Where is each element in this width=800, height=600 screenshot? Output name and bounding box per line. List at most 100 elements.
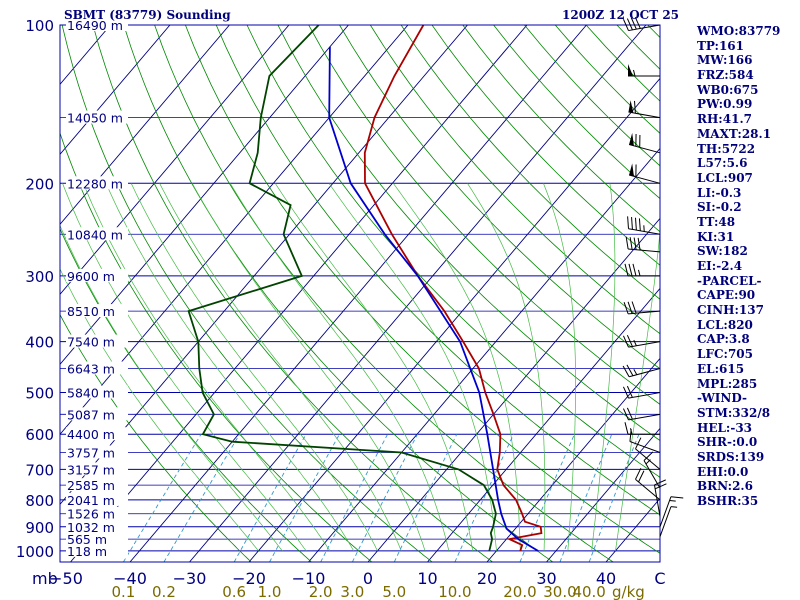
index-value: MAXT:28.1 xyxy=(697,126,772,141)
wind-barb xyxy=(659,496,684,527)
moist-adiabat xyxy=(130,183,378,552)
height-label-bg xyxy=(66,385,128,399)
isotherm--10 xyxy=(308,147,660,562)
moist-adiabat xyxy=(328,183,497,551)
wind-barb xyxy=(622,16,661,32)
height-label: 1032 m xyxy=(67,520,115,535)
wind-barb xyxy=(623,301,661,315)
wind-barb xyxy=(628,100,661,119)
height-label-bg xyxy=(66,334,128,348)
mixing-ratio-line xyxy=(393,433,458,562)
pressure-label: 400 xyxy=(25,334,54,352)
temperature-label: 30 xyxy=(536,569,556,588)
mixing-ratio-line xyxy=(588,434,640,562)
height-label-bg xyxy=(66,227,128,241)
temperature-label: −40 xyxy=(113,569,147,588)
mixing-ratio-line xyxy=(351,433,418,562)
height-label: 118 m xyxy=(67,544,107,559)
plot-border xyxy=(59,24,661,563)
index-value: SHR-:0.0 xyxy=(697,435,758,450)
isotherm--40 xyxy=(129,25,587,562)
wind-barb xyxy=(622,407,661,421)
mixing-ratio-label: 3.0 xyxy=(340,583,364,600)
mixing-ratio-unit: g/kg xyxy=(612,583,645,600)
wind-barb xyxy=(624,422,660,435)
height-label-bg xyxy=(66,445,128,459)
height-label: 10840 m xyxy=(67,227,123,242)
isotherm--100 xyxy=(60,25,230,226)
isotherm--50 xyxy=(70,25,528,562)
mixing-ratio-label: 30.0 xyxy=(543,583,576,600)
height-label: 565 m xyxy=(67,532,107,547)
index-value: EL:615 xyxy=(697,361,745,376)
temperature-label: −10 xyxy=(292,569,326,588)
height-label-bg xyxy=(66,176,128,190)
moist-adiabat xyxy=(159,183,402,552)
index-value: STM:332/8 xyxy=(697,405,771,420)
height-label: 5087 m xyxy=(67,407,115,422)
height-label-bg xyxy=(66,543,128,557)
height-label: 16490 m xyxy=(67,18,123,33)
index-value: LFC:705 xyxy=(697,347,753,362)
moist-adiabat xyxy=(191,183,426,552)
wind-barb xyxy=(625,236,661,253)
wind-barb xyxy=(622,364,661,378)
moist-adiabat xyxy=(60,268,259,552)
mixing-ratio-label: 20.0 xyxy=(503,583,536,600)
dry-adiabat xyxy=(369,25,660,335)
wind-barbs xyxy=(622,16,684,537)
index-value: CAP:3.8 xyxy=(697,332,750,347)
mixing-ratio-line xyxy=(269,433,340,562)
isotherm-30 xyxy=(546,427,660,562)
index-value: TT:48 xyxy=(697,214,736,229)
dry-adiabat xyxy=(339,25,660,370)
index-value: L57:5.6 xyxy=(697,156,748,171)
index-value: WB0:675 xyxy=(697,82,759,97)
pressure-label: 100 xyxy=(25,17,54,35)
index-value: WMO:83779 xyxy=(697,24,781,38)
index-value: EI:-2.4 xyxy=(697,259,743,273)
moist-adiabat xyxy=(591,183,616,551)
height-label: 6643 m xyxy=(67,361,115,376)
moist-adiabat xyxy=(229,183,450,551)
height-label: 3757 m xyxy=(67,445,115,460)
isotherm-20 xyxy=(486,357,660,562)
wind-barb xyxy=(635,437,661,470)
index-value: SI:-0.2 xyxy=(697,200,742,215)
height-label-bg xyxy=(66,462,128,476)
height-label-bg xyxy=(66,519,128,533)
wind-barb xyxy=(629,429,661,453)
mixing-ratio-label: 5.0 xyxy=(382,583,406,600)
moist-adiabat xyxy=(60,224,283,552)
pressure-label: 600 xyxy=(25,426,54,444)
index-value: MW:166 xyxy=(697,53,753,68)
wind-barb xyxy=(624,263,660,277)
wind-barb xyxy=(635,467,661,501)
mixing-ratio-label: 0.2 xyxy=(152,583,176,600)
isotherm--90 xyxy=(60,25,290,296)
moist-adiabat xyxy=(467,183,546,551)
mixing-ratio-line xyxy=(233,433,307,562)
isotherm-10 xyxy=(427,287,660,562)
isotherm--30 xyxy=(189,25,647,562)
height-label-bg xyxy=(66,506,128,520)
height-label: 2585 m xyxy=(67,478,115,493)
moist-adiabat xyxy=(393,183,521,551)
wind-barb xyxy=(627,216,661,235)
pressure-label: 900 xyxy=(25,519,54,537)
index-value: -PARCEL- xyxy=(697,273,762,288)
wind-barb xyxy=(659,506,678,537)
moist-adiabat xyxy=(274,183,474,551)
dry-adiabat xyxy=(400,25,660,300)
index-value: LCL:907 xyxy=(697,170,753,185)
height-label-bg xyxy=(66,304,128,318)
temperature-profile xyxy=(363,25,543,552)
temperature-label: −20 xyxy=(232,569,266,588)
mixing-ratio-line xyxy=(454,434,515,562)
indices-panel: WMO:83779 TP:161 MW:166 FRZ:584 WB0:675 PW:0.… xyxy=(697,24,800,509)
moist-adiabat xyxy=(82,183,331,552)
height-label-bg xyxy=(66,268,128,282)
wind-barb xyxy=(628,63,660,77)
mixing-ratio-label: 40.0 xyxy=(572,583,605,600)
height-label-bg xyxy=(66,18,128,31)
